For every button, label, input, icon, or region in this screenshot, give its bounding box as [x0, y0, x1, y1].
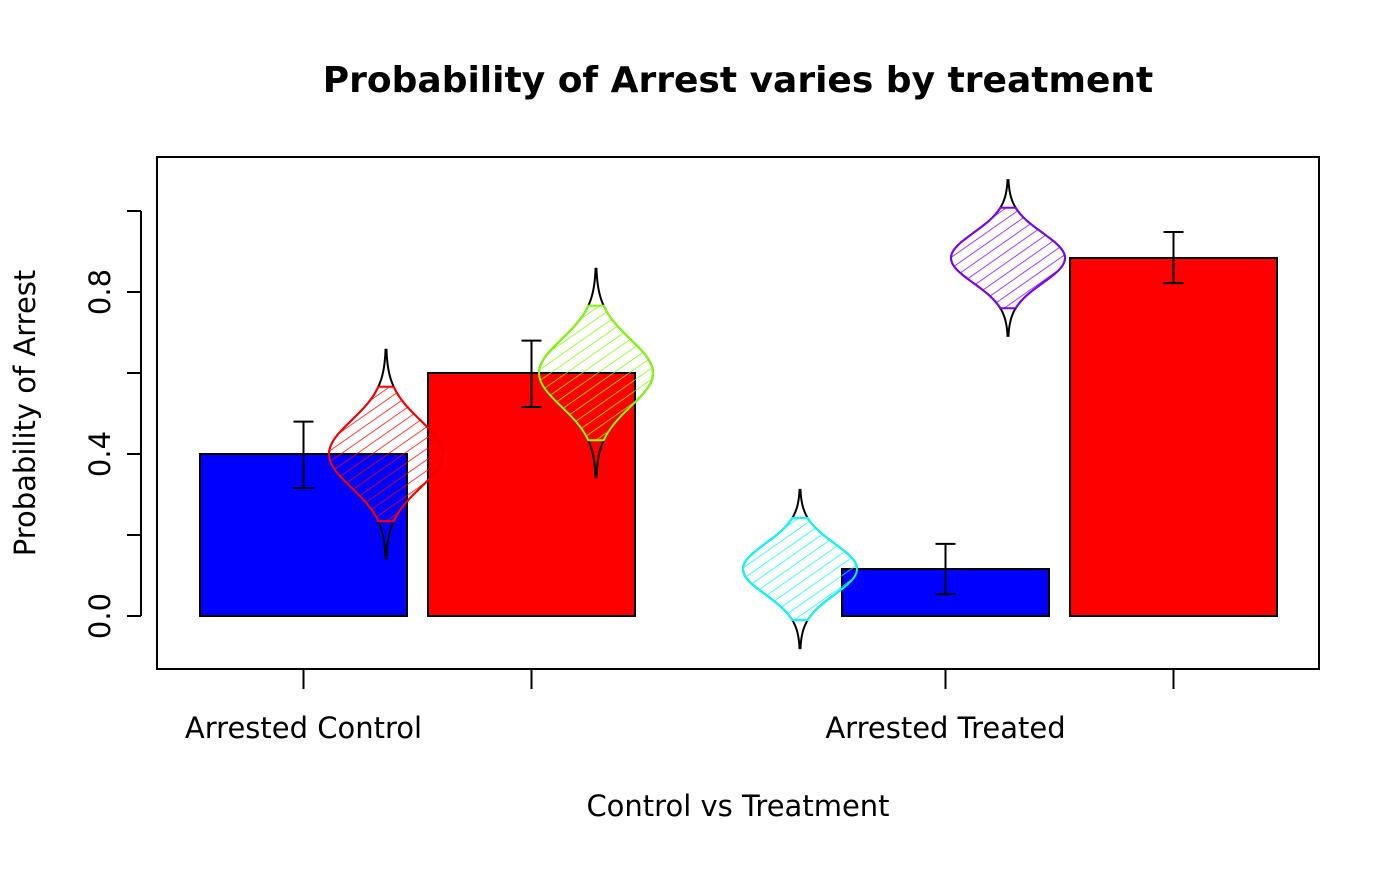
x-tick-label: Arrested Control — [185, 711, 422, 745]
y-axis-label: Probability of Arrest — [8, 270, 42, 557]
y-tick-label: 0.4 — [83, 431, 117, 477]
x-axis-label: Control vs Treatment — [586, 789, 889, 823]
chart-title: Probability of Arrest varies by treatmen… — [323, 60, 1153, 101]
y-tick-label: 0.0 — [83, 593, 117, 639]
plot-frame — [156, 156, 1320, 670]
y-tick-label: 0.8 — [83, 269, 117, 315]
bar — [1069, 256, 1278, 617]
violin-interval — [327, 385, 445, 523]
violin-interval — [537, 304, 655, 442]
x-tick-label: Arrested Treated — [825, 711, 1065, 745]
violin-interval — [949, 206, 1067, 310]
violin-interval — [741, 516, 859, 622]
